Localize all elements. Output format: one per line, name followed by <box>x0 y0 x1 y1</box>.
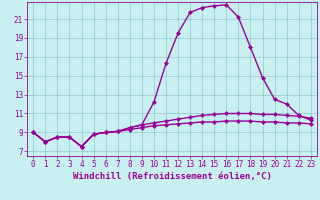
X-axis label: Windchill (Refroidissement éolien,°C): Windchill (Refroidissement éolien,°C) <box>73 172 271 181</box>
